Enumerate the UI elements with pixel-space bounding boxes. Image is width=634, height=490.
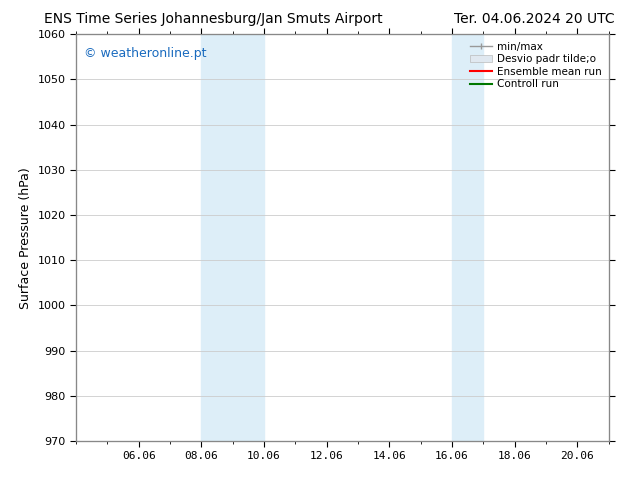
Legend: min/max, Desvio padr tilde;o, Ensemble mean run, Controll run: min/max, Desvio padr tilde;o, Ensemble m… bbox=[467, 40, 604, 92]
Text: © weatheronline.pt: © weatheronline.pt bbox=[84, 47, 207, 59]
Text: ENS Time Series Johannesburg/Jan Smuts Airport: ENS Time Series Johannesburg/Jan Smuts A… bbox=[44, 12, 383, 26]
Text: Ter. 04.06.2024 20 UTC: Ter. 04.06.2024 20 UTC bbox=[455, 12, 615, 26]
Y-axis label: Surface Pressure (hPa): Surface Pressure (hPa) bbox=[19, 167, 32, 309]
Bar bbox=[202, 34, 264, 441]
Bar bbox=[452, 34, 483, 441]
